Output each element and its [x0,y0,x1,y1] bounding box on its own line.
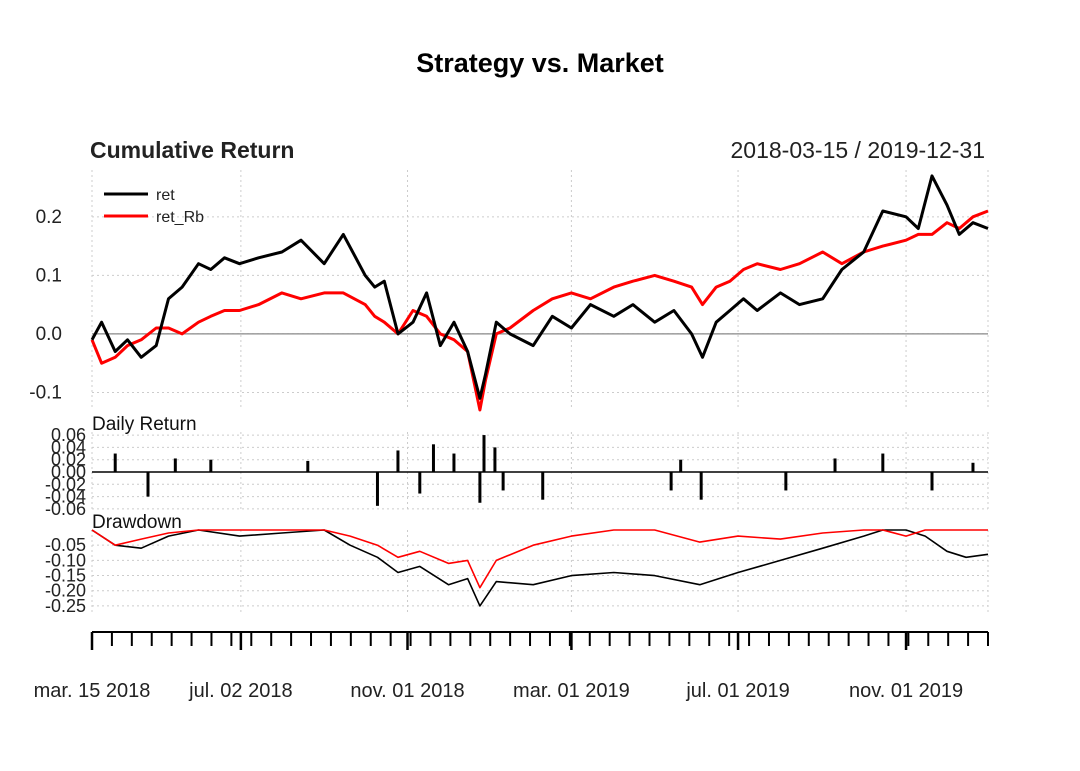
panel-daily-return [92,435,988,506]
x-tick-label: jul. 01 2019 [685,680,789,702]
date-range-label: 2018-03-15 / 2019-12-31 [731,137,985,163]
chart-title: Strategy vs. Market [416,48,664,78]
y-tick-label: 0.00 [51,462,86,482]
series-ret_Rb [91,529,988,589]
legend-label-ret: ret [156,187,175,204]
panel-title: Daily Return [92,414,197,435]
legend: ret ret_Rb [104,187,204,226]
panel-cumulative-return [90,174,989,412]
y-tick-label: -0.1 [29,382,62,403]
series-ret [91,529,989,607]
panel-title-cumulative-return: Cumulative Return [90,137,294,163]
y-tick-label: -0.02 [45,474,86,494]
y-tick-label: -0.20 [45,581,86,601]
panel-title: Drawdown [92,512,182,533]
y-tick-label: 0.0 [36,324,62,345]
grid-lines [91,170,989,612]
y-tick-label: 0.2 [36,207,62,228]
y-tick-label: -0.25 [45,596,86,616]
x-axis: mar. 15 2018 jul. 02 2018 nov. 01 2018 mar.… [34,631,989,702]
y-tick-label: -0.10 [45,550,86,570]
x-tick-label: jul. 02 2018 [188,680,292,702]
x-tick-label: nov. 01 2018 [350,680,464,702]
x-tick-label: nov. 01 2019 [849,680,963,702]
y-tick-label: -0.04 [45,487,86,507]
y-tick-label: 0.02 [51,450,86,470]
legend-label-ret_Rb: ret_Rb [156,209,204,226]
y-tick-label: -0.15 [45,566,86,586]
x-tick-label: mar. 15 2018 [34,680,151,702]
x-tick-label: mar. 01 2019 [513,680,630,702]
y-tick-label: 0.04 [51,437,86,457]
y-tick-label: 0.06 [51,425,86,445]
y-axes: 0.20.10.0-0.10.060.040.020.00-0.02-0.04-… [29,207,196,616]
series-ret_Rb [90,209,989,412]
series-ret [90,174,989,400]
y-tick-label: -0.05 [45,535,86,555]
y-tick-label: 0.1 [36,265,62,286]
y-tick-label: -0.06 [45,499,86,519]
panel-drawdown [91,529,989,607]
